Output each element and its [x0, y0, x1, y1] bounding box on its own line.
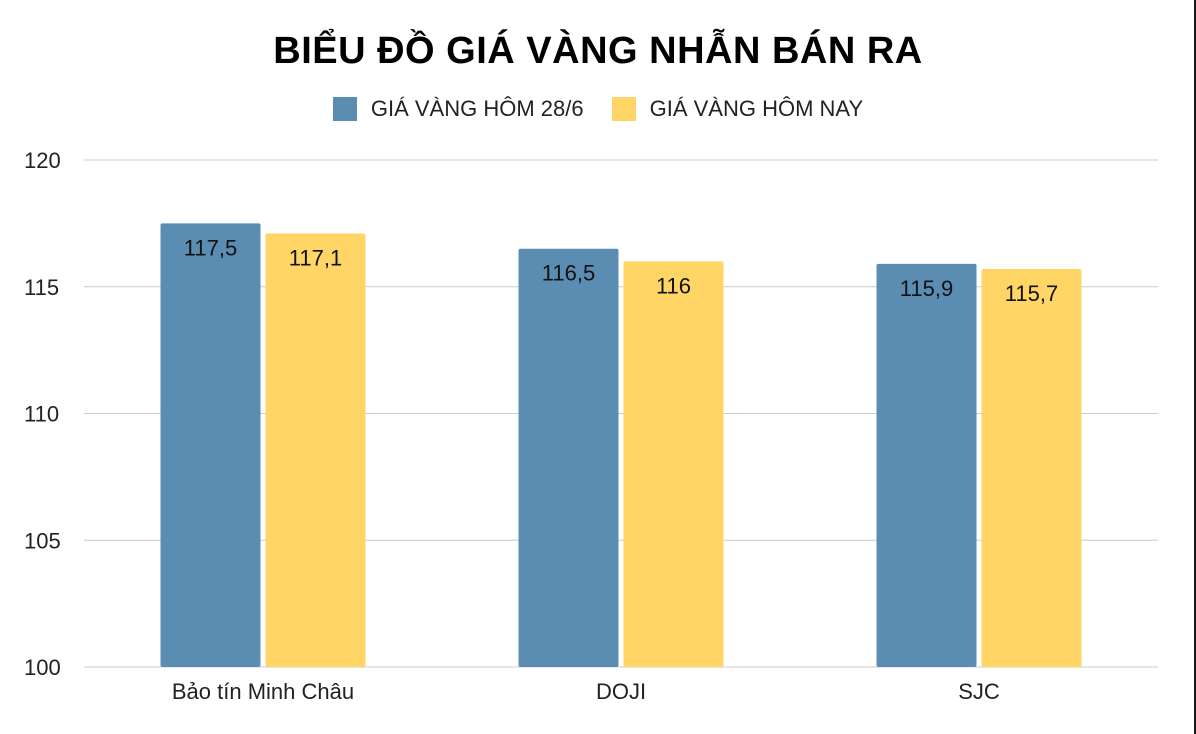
data-label: 115,7 [1005, 281, 1058, 306]
bar [623, 261, 724, 667]
y-tick-label: 115 [24, 275, 59, 300]
legend-label-series-1: GIÁ VÀNG HÔM 28/6 [370, 96, 584, 121]
data-label: 115,9 [900, 276, 953, 301]
y-tick-label: 100 [24, 655, 61, 680]
legend-item-series-2: GIÁ VÀNG HÔM NAY [611, 96, 864, 122]
y-tick-label: 110 [24, 402, 59, 427]
y-tick-label: 105 [24, 528, 61, 553]
x-tick-label: Bảo tín Minh Châu [172, 679, 354, 704]
bar [876, 263, 977, 667]
data-label: 117,5 [184, 235, 237, 260]
data-label: 117,1 [289, 246, 342, 271]
data-label: 116,5 [542, 261, 595, 286]
chart-title: BIỂU ĐỒ GIÁ VÀNG NHẪN BÁN RA [273, 30, 923, 72]
data-label: 116 [656, 273, 691, 298]
bar [981, 269, 1082, 667]
legend-label-series-2: GIÁ VÀNG HÔM NAY [649, 96, 864, 121]
bar [160, 223, 261, 667]
legend: GIÁ VÀNG HÔM 28/6 GIÁ VÀNG HÔM NAY [0, 96, 1196, 122]
y-tick-label: 120 [24, 148, 61, 173]
legend-swatch-series-1 [332, 97, 357, 121]
x-tick-label: DOJI [596, 679, 646, 704]
bar [265, 233, 366, 667]
right-border [1194, 0, 1196, 734]
x-tick-label: SJC [958, 679, 1000, 704]
legend-item-series-1: GIÁ VÀNG HÔM 28/6 [332, 96, 584, 122]
bar [518, 248, 619, 667]
legend-swatch-series-2 [611, 97, 636, 121]
